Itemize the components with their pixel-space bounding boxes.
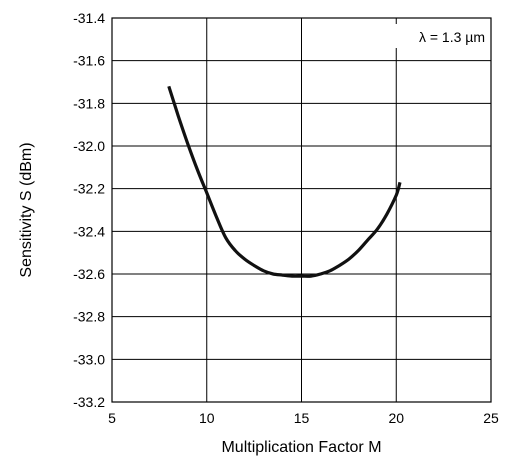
y-axis-label: Sensitivity S (dBm) [18, 142, 35, 277]
x-tick-label: 15 [294, 410, 310, 426]
grid-lines [111, 17, 492, 403]
x-tick-label: 5 [108, 410, 116, 426]
y-tick-label: -33.0 [73, 351, 105, 367]
wavelength-annotation: λ = 1.3 µm [419, 29, 485, 45]
y-tick-label: -32.8 [73, 309, 105, 325]
y-tick-label: -32.6 [73, 266, 105, 282]
x-tick-label: 20 [388, 410, 404, 426]
y-tick-label: -31.4 [73, 10, 105, 26]
sensitivity-curve [167, 85, 402, 278]
y-tick-labels: -31.4 -31.6 -31.8 -32.0 -32.2 -32.4 -32.6 -32.8… [73, 10, 105, 410]
y-tick-label: -32.4 [73, 223, 105, 239]
x-tick-label: 25 [483, 410, 499, 426]
y-tick-label: -31.8 [73, 95, 105, 111]
annotation-box [387, 24, 486, 48]
y-tick-label: -32.0 [73, 138, 105, 154]
y-tick-label: -31.6 [73, 53, 105, 69]
x-tick-labels: 5 10 15 20 25 [108, 410, 499, 426]
plot-frame [111, 17, 492, 403]
x-tick-label: 10 [199, 410, 215, 426]
y-tick-label: -33.2 [73, 394, 105, 410]
x-axis-label: Multiplication Factor M [221, 439, 381, 456]
y-tick-label: -32.2 [73, 181, 105, 197]
